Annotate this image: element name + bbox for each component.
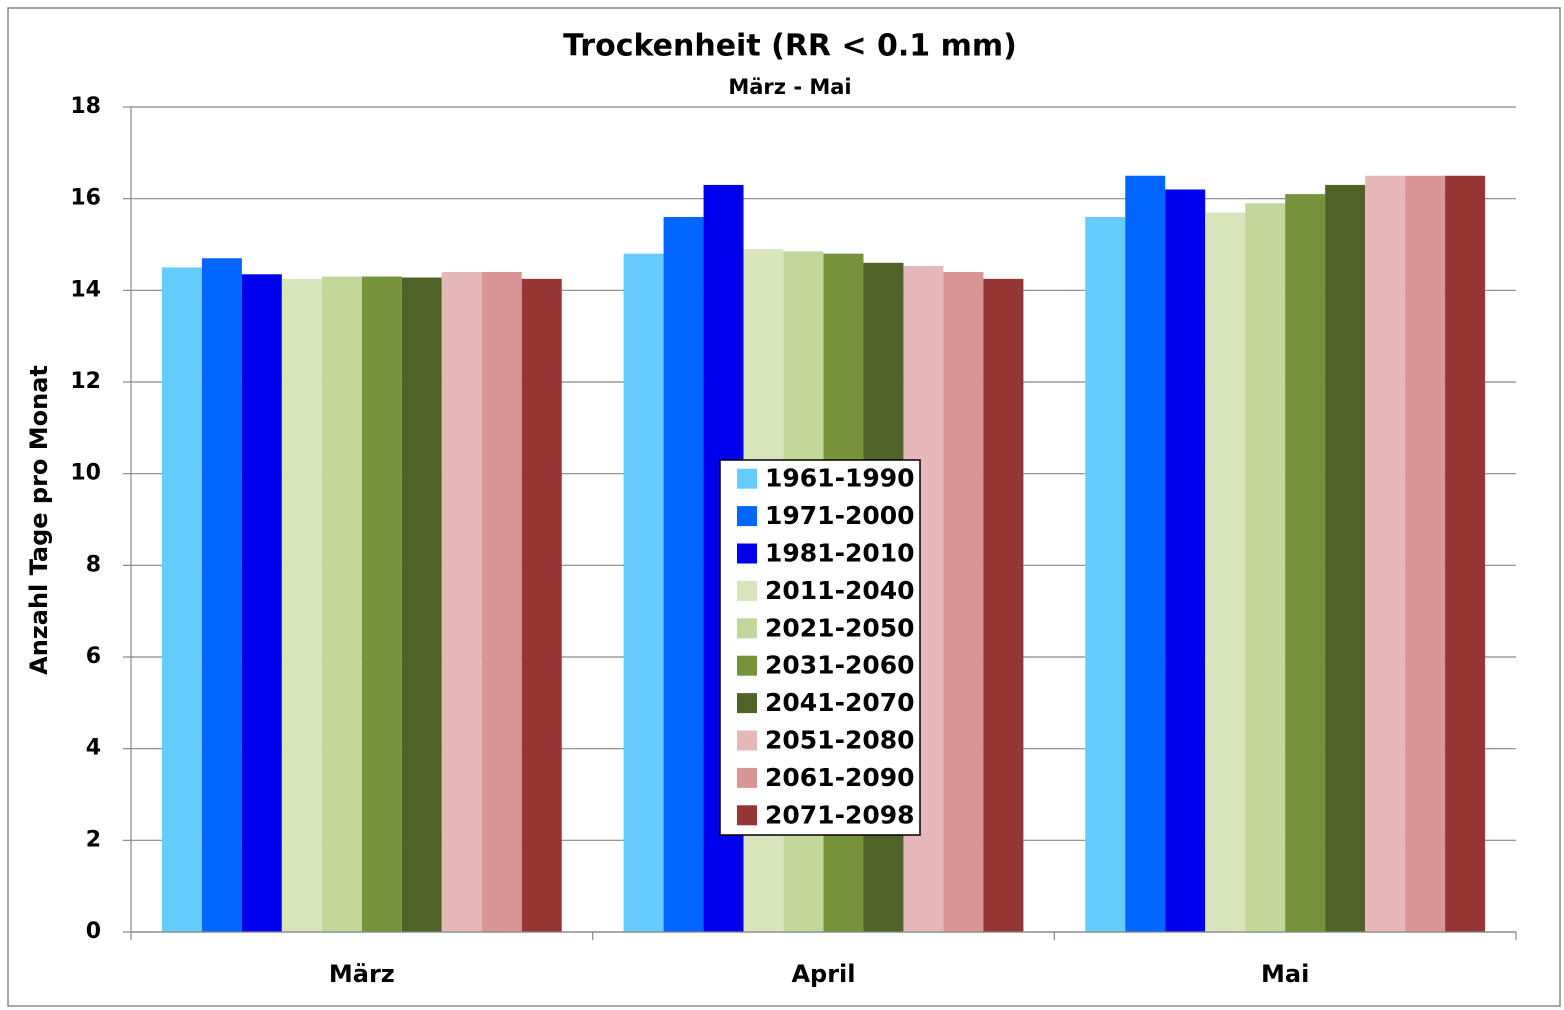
legend-label: 2071-2098 [765,800,915,829]
y-tick-label: 4 [86,736,101,761]
bar [441,272,482,932]
bar [481,272,522,932]
bar [521,278,562,932]
legend-label: 2061-2090 [765,763,915,792]
y-tick-label: 14 [70,277,101,302]
legend-swatch [737,543,757,564]
y-tick-label: 16 [70,186,101,211]
legend-label: 2011-2040 [765,576,915,605]
legend-label: 2031-2060 [765,651,915,680]
legend-swatch [737,618,757,639]
y-axis-label: Anzahl Tage pro Monat [25,365,53,675]
y-tick-label: 6 [86,644,101,669]
legend-swatch [737,506,757,527]
bar [1285,194,1326,933]
bar [361,276,402,932]
bar [1365,175,1406,932]
legend-swatch [737,805,757,826]
bar [1325,184,1366,932]
bar [241,274,282,933]
bar [321,276,362,932]
x-tick-label: Mai [1261,960,1309,988]
y-tick-label: 8 [86,552,101,577]
y-tick-label: 18 [70,94,101,119]
legend-label: 2021-2050 [765,613,915,642]
bar [281,278,322,932]
x-tick-label: März [329,960,395,988]
legend-label: 2041-2070 [765,688,915,717]
bar [1165,189,1206,932]
bar [401,277,442,932]
bar [1445,175,1486,932]
y-tick-label: 2 [86,827,101,852]
legend-label: 2051-2080 [765,726,915,755]
bar [1245,203,1286,932]
bar [1085,217,1126,932]
bar [201,258,242,932]
y-tick-label: 0 [86,919,101,944]
legend-label: 1981-2010 [765,539,915,568]
bar [983,278,1024,932]
legend-swatch [737,580,757,601]
bar [663,217,704,932]
legend-swatch [737,693,757,714]
x-tick-label: April [791,960,855,988]
legend-swatch [737,655,757,676]
bar [623,253,664,932]
y-tick-label: 12 [70,369,101,394]
legend-label: 1961-1990 [765,464,915,493]
bar [1405,175,1446,932]
chart-title: Trockenheit (RR < 0.1 mm) [563,29,1017,64]
y-tick-label: 10 [70,461,101,486]
bar [943,272,984,932]
legend-swatch [737,468,757,489]
bar [161,267,202,933]
bar [1205,212,1246,932]
legend-label: 1971-2000 [765,501,915,530]
chart-subtitle: März - Mai [728,75,851,99]
legend-swatch [737,767,757,788]
bar [1125,175,1166,932]
legend-swatch [737,730,757,751]
